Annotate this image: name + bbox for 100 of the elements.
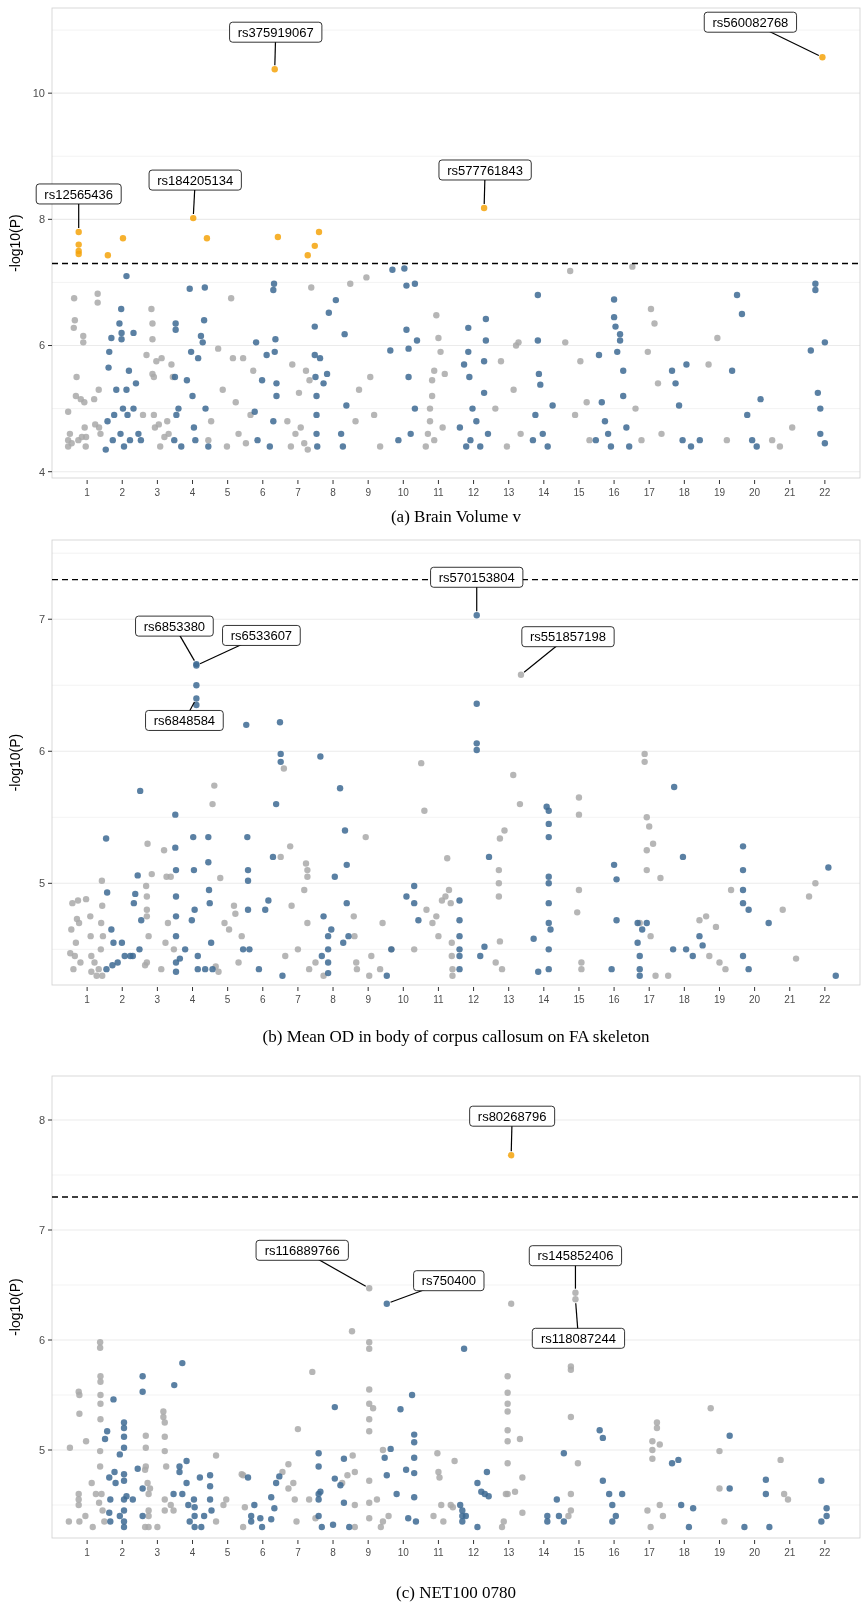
y-tick-label: 6 xyxy=(38,745,45,758)
x-tick-label: 21 xyxy=(784,994,796,1005)
point xyxy=(119,235,127,242)
x-tick-label: 10 xyxy=(397,1547,410,1558)
x-tick-label: 18 xyxy=(678,487,691,498)
annotation: rs375919067 xyxy=(237,24,314,40)
annotation: rs750400 xyxy=(421,1273,476,1289)
x-tick-label: 6 xyxy=(260,487,266,498)
x-tick-label: 20 xyxy=(749,487,761,498)
y-tick-label: 5 xyxy=(38,877,45,890)
x-tick-label: 14 xyxy=(538,1547,550,1558)
annotation: rs116889766 xyxy=(264,1242,340,1258)
text: (b) Mean OD in body of corpus callosum on FA skeleton xyxy=(262,1027,650,1046)
x-tick-label: 20 xyxy=(749,1547,761,1558)
y-axis-title: -log10(P) xyxy=(7,214,23,272)
y-tick-label: 4 xyxy=(38,465,45,478)
y-tick-label: 7 xyxy=(38,1223,45,1236)
annotation: rs12565436 xyxy=(44,186,114,202)
x-tick-label: 7 xyxy=(295,487,302,498)
y-tick-label: 6 xyxy=(38,1333,45,1346)
x-tick-label: 10 xyxy=(397,994,410,1005)
x-tick-label: 5 xyxy=(224,1547,231,1558)
annotation: rs570153804 xyxy=(438,569,515,585)
point xyxy=(274,233,282,241)
x-tick-label: 17 xyxy=(643,1547,656,1558)
x-tick-label: 1 xyxy=(84,1547,91,1558)
x-tick-label: 11 xyxy=(433,1547,445,1558)
point xyxy=(104,252,112,259)
x-tick-label: 18 xyxy=(678,994,691,1005)
y-tick-label: 6 xyxy=(38,339,45,352)
x-tick-label: 1 xyxy=(84,994,91,1005)
y-tick-label: 8 xyxy=(38,213,45,226)
annotation: rs551857198 xyxy=(530,629,606,645)
x-tick-label: 15 xyxy=(573,487,585,498)
x-tick-label: 13 xyxy=(503,1547,515,1558)
annotation: rs6533607 xyxy=(230,628,293,643)
point xyxy=(75,228,82,236)
x-tick-label: 15 xyxy=(573,1547,585,1558)
x-tick-label: 10 xyxy=(397,487,410,498)
point xyxy=(190,214,197,222)
x-tick-label: 2 xyxy=(119,1547,126,1558)
y-axis-title: -log10(P) xyxy=(7,1278,23,1336)
text: (c) NET100 0780 xyxy=(396,1583,516,1602)
y-tick-label: 5 xyxy=(38,1443,45,1456)
x-tick-label: 3 xyxy=(154,994,161,1005)
x-tick-label: 8 xyxy=(330,994,337,1005)
annotation: rs145852406 xyxy=(537,1248,614,1264)
x-tick-label: 14 xyxy=(538,487,550,498)
x-tick-label: 19 xyxy=(713,994,726,1005)
x-tick-label: 4 xyxy=(189,487,196,498)
point xyxy=(480,204,488,212)
x-tick-label: 14 xyxy=(538,994,550,1005)
y-tick-label: 7 xyxy=(38,613,45,626)
x-tick-label: 16 xyxy=(608,1547,621,1558)
x-tick-label: 9 xyxy=(365,994,372,1005)
x-tick-label: 12 xyxy=(468,487,480,498)
x-tick-label: 9 xyxy=(365,1547,372,1558)
x-tick-label: 15 xyxy=(573,994,585,1005)
text: (a) Brain Volume v xyxy=(390,507,522,526)
x-tick-label: 5 xyxy=(224,487,231,498)
annotation: rs577761843 xyxy=(447,162,524,178)
x-tick-label: 2 xyxy=(119,487,126,498)
x-tick-label: 21 xyxy=(784,1547,796,1558)
x-tick-label: 1 xyxy=(84,487,91,498)
x-tick-label: 18 xyxy=(678,1547,691,1558)
annotation: rs118087244 xyxy=(540,1330,616,1346)
x-tick-label: 11 xyxy=(433,994,445,1005)
y-tick-label: 8 xyxy=(38,1113,45,1126)
annotation: rs6853380 xyxy=(143,618,206,634)
annotation: rs560082768 xyxy=(712,14,789,30)
x-tick-label: 6 xyxy=(260,994,266,1005)
x-tick-label: 22 xyxy=(819,1547,831,1558)
x-tick-label: 17 xyxy=(643,994,656,1005)
point xyxy=(304,252,311,259)
x-tick-label: 22 xyxy=(819,487,831,498)
x-tick-label: 12 xyxy=(468,994,480,1005)
x-tick-label: 21 xyxy=(784,487,796,498)
x-tick-label: 7 xyxy=(295,994,302,1005)
point xyxy=(311,242,318,250)
point xyxy=(819,54,826,61)
x-tick-label: 4 xyxy=(189,1547,196,1558)
x-tick-label: 8 xyxy=(330,1547,337,1558)
point xyxy=(315,228,323,236)
x-tick-label: 19 xyxy=(713,1547,726,1558)
x-tick-label: 9 xyxy=(365,487,372,498)
annotation: rs6848584 xyxy=(153,713,216,729)
x-tick-label: 2 xyxy=(119,994,126,1005)
annotation: rs184205134 xyxy=(157,172,234,188)
x-tick-label: 13 xyxy=(503,487,515,498)
y-tick-label: 10 xyxy=(32,87,45,100)
x-tick-label: 12 xyxy=(468,1547,480,1558)
y-axis-title: -log10(P) xyxy=(7,733,23,792)
point xyxy=(203,235,211,242)
x-tick-label: 5 xyxy=(224,994,231,1005)
x-tick-label: 3 xyxy=(154,1547,161,1558)
x-tick-label: 4 xyxy=(189,994,196,1005)
annotation: rs80268796 xyxy=(477,1108,547,1124)
x-tick-label: 20 xyxy=(749,994,761,1005)
x-tick-label: 7 xyxy=(295,1547,302,1558)
x-tick-label: 6 xyxy=(260,1547,266,1558)
